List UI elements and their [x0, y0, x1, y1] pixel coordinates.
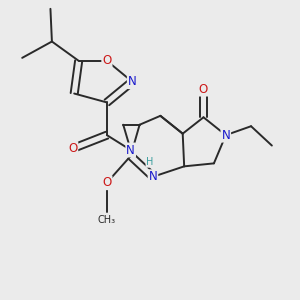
Text: O: O	[68, 142, 77, 155]
Text: O: O	[102, 54, 112, 67]
Text: N: N	[126, 143, 135, 157]
Text: N: N	[148, 170, 157, 183]
Text: O: O	[199, 82, 208, 96]
Text: H: H	[146, 157, 154, 167]
Text: N: N	[128, 75, 136, 88]
Text: CH₃: CH₃	[98, 215, 116, 225]
Text: O: O	[102, 176, 112, 189]
Text: N: N	[221, 129, 230, 142]
